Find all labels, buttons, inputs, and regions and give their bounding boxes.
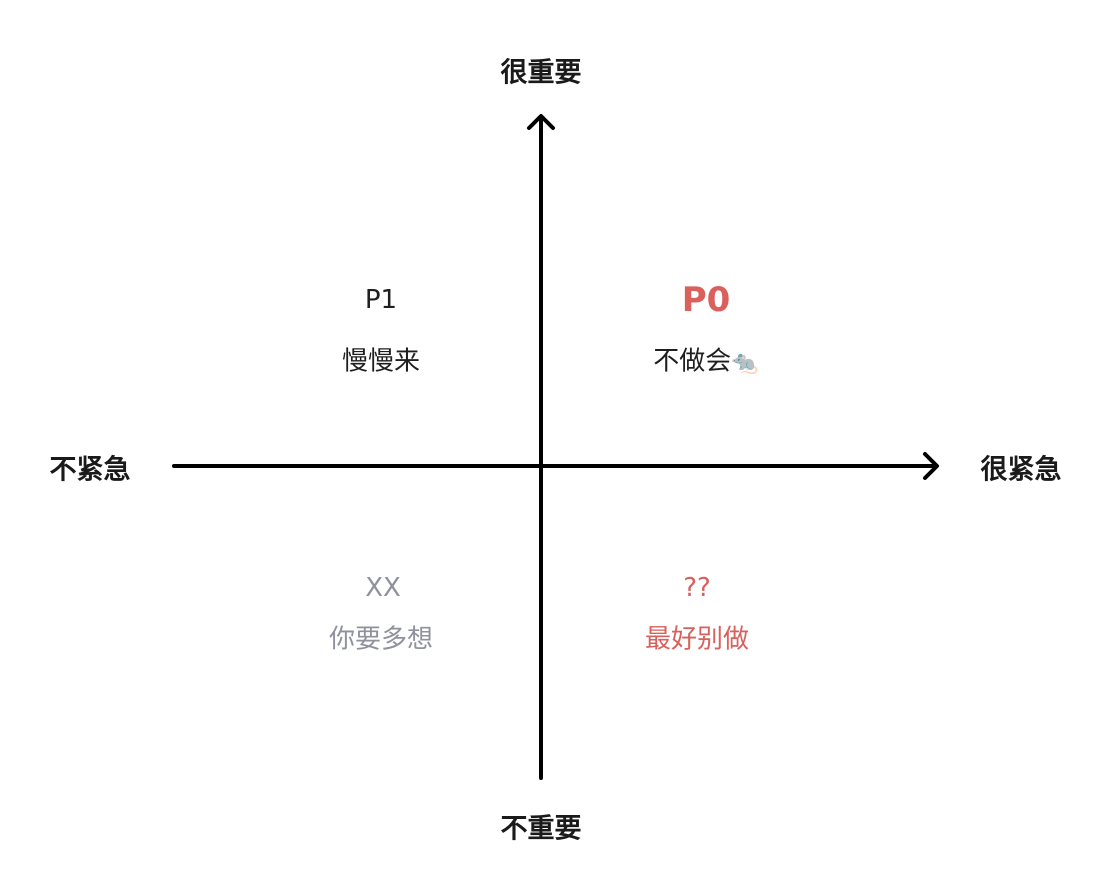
quadrant-top-left-title: P1 <box>364 285 398 315</box>
quadrant-bottom-left-subtitle: 你要多想 <box>328 624 434 655</box>
quadrant-top-right-subtitle-row: 不做会🐀 <box>653 341 758 378</box>
right-arrowhead <box>923 452 939 480</box>
up-arrowhead <box>527 114 555 130</box>
quadrant-top-right-title: P0 <box>681 280 731 320</box>
axis-label-right: 很紧急 <box>980 454 1062 486</box>
quadrant-bottom-right-title: ?? <box>683 573 711 603</box>
quadrant-top-left-subtitle: 慢慢来 <box>341 346 421 377</box>
axis-label-left: 不紧急 <box>49 454 131 486</box>
axis-label-bottom: 不重要 <box>500 813 582 845</box>
mouse-icon: 🐀 <box>731 350 759 376</box>
axis-label-top: 很重要 <box>500 57 582 89</box>
quadrant-top-right-subtitle: 不做会 <box>653 346 732 377</box>
quadrant-bottom-left-title: XX <box>365 573 401 603</box>
quadrant-bottom-right-subtitle: 最好别做 <box>644 624 750 655</box>
